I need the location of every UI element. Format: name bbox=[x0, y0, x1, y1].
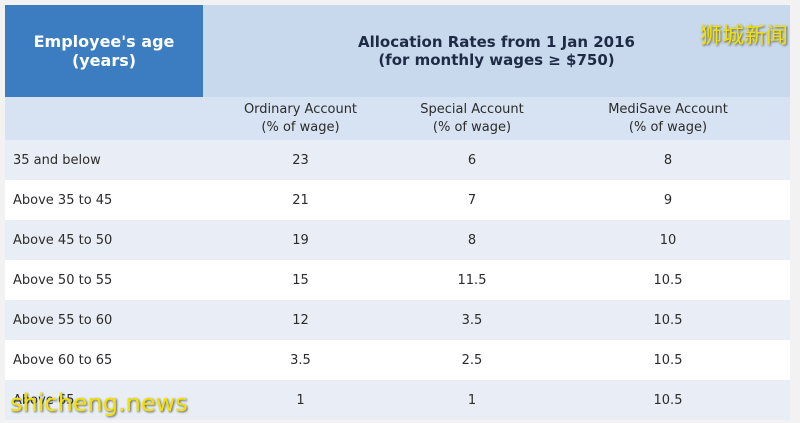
rate-cell: 8 bbox=[663, 152, 673, 168]
rate-cell: 19 bbox=[292, 232, 309, 248]
watermark: shicheng.news bbox=[10, 389, 188, 417]
rate-cell: 8 bbox=[467, 232, 477, 248]
column-header-line: Special Account bbox=[420, 101, 524, 117]
rate-cell: 21 bbox=[292, 192, 309, 208]
table-row bbox=[5, 140, 790, 180]
rate-cell: 10.5 bbox=[653, 312, 683, 328]
age-cell: Above 60 to 65 bbox=[13, 352, 113, 368]
rate-cell: 7 bbox=[467, 192, 477, 208]
table-row bbox=[5, 380, 790, 420]
age-header: Employee's age (years) bbox=[5, 5, 203, 97]
watermark: 狮城新闻 bbox=[699, 24, 788, 49]
table-row bbox=[5, 300, 790, 340]
age-cell: Above 35 to 45 bbox=[13, 192, 113, 208]
table-row bbox=[5, 340, 790, 380]
age-cell: Above 65 bbox=[13, 392, 75, 408]
age-cell: Above 55 to 60 bbox=[13, 312, 113, 328]
column-header: Ordinary Account (% of wage) bbox=[203, 97, 398, 140]
rate-cell: 9 bbox=[663, 192, 673, 208]
rate-cell: 23 bbox=[292, 152, 309, 168]
rate-cell: 2.5 bbox=[461, 352, 483, 368]
rate-cell: 10 bbox=[659, 232, 677, 248]
header-line: Allocation Rates from 1 Jan 2016 bbox=[358, 33, 635, 51]
column-header-line: MediSave Account bbox=[608, 101, 728, 117]
column-header-line: (% of wage) bbox=[628, 119, 708, 135]
rate-cell: 10.5 bbox=[653, 392, 683, 408]
column-header-line: (% of wage) bbox=[432, 119, 512, 135]
rate-cell: 1 bbox=[296, 392, 305, 408]
table-row bbox=[5, 180, 790, 220]
column-header: MediSave Account (% of wage) bbox=[546, 97, 790, 140]
rate-cell: 12 bbox=[292, 312, 309, 328]
header-line: Employee's age bbox=[33, 32, 175, 51]
age-cell: Above 45 to 50 bbox=[13, 232, 113, 248]
rate-cell: 3.5 bbox=[461, 312, 483, 328]
subheader-row bbox=[5, 97, 790, 140]
rate-cell: 3.5 bbox=[290, 352, 311, 368]
rate-cell: 11.5 bbox=[457, 272, 487, 288]
rate-cell: 15 bbox=[292, 272, 309, 288]
rate-cell: 10.5 bbox=[653, 352, 683, 368]
rates-header: Allocation Rates from 1 Jan 2016 (for mo… bbox=[203, 5, 790, 97]
rate-cell: 1 bbox=[467, 392, 477, 408]
age-cell: Above 50 to 55 bbox=[13, 272, 113, 288]
column-header-line: Ordinary Account bbox=[243, 101, 358, 117]
header-line: (years) bbox=[71, 51, 137, 70]
table-row bbox=[5, 220, 790, 260]
header-line: (for monthly wages ≥ $750) bbox=[378, 51, 615, 69]
table-row bbox=[5, 260, 790, 300]
column-header-line: (% of wage) bbox=[261, 119, 340, 135]
rate-cell: 10.5 bbox=[653, 272, 683, 288]
column-header: Special Account (% of wage) bbox=[398, 97, 546, 140]
age-cell: 35 and below bbox=[13, 152, 101, 168]
rate-cell: 6 bbox=[467, 152, 477, 168]
